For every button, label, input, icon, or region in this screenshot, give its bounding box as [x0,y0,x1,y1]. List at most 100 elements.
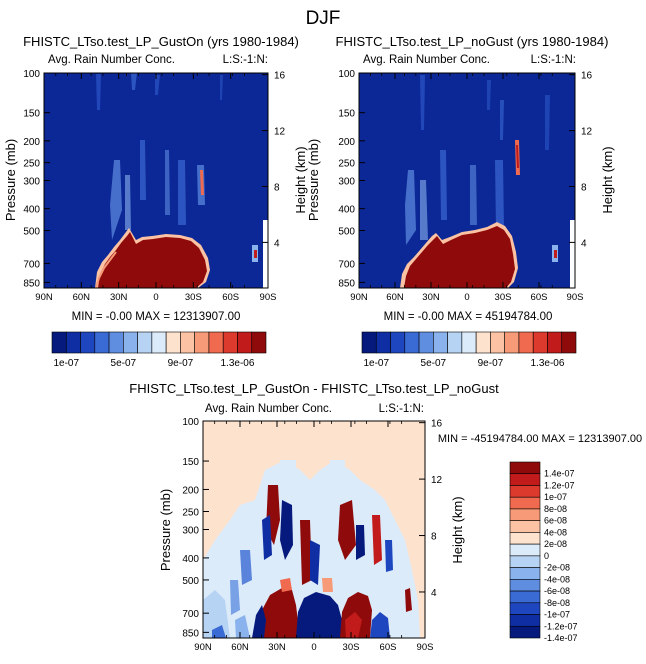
colorbar-box [94,331,110,354]
panel-right-label: L:S:-1:N: [531,54,576,66]
colorbar-label: 1.3e-06 [221,358,255,369]
colorbar-box [461,331,477,354]
colorbar-box [509,508,541,521]
colorbar-box [208,331,224,354]
y2-tick-label: 4 [431,588,437,599]
colorbar-label: 0 [544,551,549,561]
y-tick-label: 300 [23,177,40,188]
colorbar-label: -1.2e-07 [544,621,578,631]
colorbar-label: 1.3e-06 [531,358,565,369]
y-tick-label: 400 [23,205,40,216]
x-tick-label: 90S [567,292,584,303]
colorbar-box [361,331,377,354]
y-tick-label: 700 [23,259,40,270]
x-tick-label: 0 [464,292,469,303]
colorbar-box [165,331,181,354]
y-axis-label: Pressure (mb) [306,139,321,221]
colorbar-box [80,331,96,354]
colorbar-label: -2e-08 [544,563,570,573]
panel-left-label: Avg. Rain Number Conc. [48,54,175,66]
panel-left-label: Avg. Rain Number Conc. [363,54,490,66]
colorbar-box [418,331,434,354]
colorbar-box [504,331,520,354]
panel-difference: FHISTC_LTso.test_LP_GustOn - FHISTC_LTso… [129,381,642,653]
panel-title: FHISTC_LTso.test_LP_GustOn (yrs 1980-198… [23,34,299,49]
x-tick-label: 60N [231,642,249,653]
colorbar-box [509,532,541,545]
colorbar-label: -8e-08 [544,598,570,608]
colorbar-box [532,331,548,354]
y-tick-label: 250 [23,159,40,170]
stats-line: MIN = -0.00 MAX = 12313907.00 [72,311,241,323]
y-axis-label: Pressure (mb) [3,139,18,221]
y-tick-label: 850 [182,628,199,639]
colorbar-box [51,331,67,354]
y2-tick-label: 8 [274,182,280,193]
y2-tick-label: 16 [431,419,443,430]
y-tick-label: 400 [338,205,355,216]
colorbar-box [151,331,167,354]
panel-title: FHISTC_LTso.test_LP_noGust (yrs 1980-198… [336,34,609,49]
y-tick-label: 400 [182,554,199,565]
colorbar-box [509,461,541,475]
colorbar-label: 9e-07 [478,358,504,369]
x-axis: 90N 60N 30N 0 30S 60S 90S [35,73,276,303]
y-tick-label: 300 [182,526,199,537]
y2-axis-label: Height (km) [293,146,308,213]
colorbar-box [509,473,541,486]
x-tick-label: 30N [110,292,128,303]
colorbar-top-right: 1e-07 5e-07 9e-07 1.3e-06 [361,331,577,369]
y2-tick-label: 12 [581,127,593,138]
y2-tick-label: 8 [581,182,587,193]
colorbar-box [222,331,238,354]
y-tick-label: 700 [338,259,355,270]
y-tick-label: 100 [23,69,40,80]
colorbar-box [509,614,541,627]
y2-tick-label: 16 [581,71,593,82]
x-tick-label: 90N [194,642,212,653]
x-axis: 90N 60N 30N 0 30S 60S 90S [350,73,583,303]
x-tick-label: 30S [185,292,202,303]
figure-title: DJF [306,8,341,29]
y-tick-label: 150 [23,109,40,120]
y-tick-label: 150 [182,457,199,468]
panel-left-label: Avg. Rain Number Conc. [205,403,332,415]
colorbar-box [123,331,138,354]
colorbar-box [509,520,541,533]
panel-gust-on: FHISTC_LTso.test_LP_GustOn (yrs 1980-198… [3,34,308,369]
y-tick-label: 150 [338,109,355,120]
colorbar-box [137,331,153,354]
colorbar-box [509,625,541,639]
y-tick-label: 300 [338,177,355,188]
colorbar-box [251,331,267,354]
y-axis-label: Pressure (mb) [158,489,173,571]
colorbar-box [404,331,420,354]
colorbar-box [108,331,124,354]
colorbar-box [518,331,534,354]
colorbar-box [509,602,541,615]
y-axis-right: 16 12 8 4 [262,71,286,249]
x-tick-label: 60S [380,642,397,653]
y2-axis-label: Height (km) [600,146,615,213]
colorbar-label: 9e-07 [168,358,194,369]
y-axis-left: 100 150 200 250 300 400 500 700 850 [338,69,365,289]
y2-tick-label: 4 [581,238,587,249]
colorbar-box [180,331,195,354]
x-tick-label: 90S [417,642,434,653]
colorbar-box [509,567,541,580]
y2-tick-label: 4 [274,238,280,249]
panel-no-gust: FHISTC_LTso.test_LP_noGust (yrs 1980-198… [306,34,615,369]
y-tick-label: 850 [23,278,40,289]
y-tick-label: 700 [182,609,199,620]
x-tick-label: 30N [422,292,440,303]
y-tick-label: 500 [23,226,40,237]
colorbar-top-left: 1e-07 5e-07 9e-07 1.3e-06 [51,331,267,369]
colorbar-box [509,543,541,557]
colorbar-label: 1e-07 [53,358,79,369]
x-tick-label: 30S [343,642,360,653]
colorbar-label: 2e-08 [544,539,567,549]
x-tick-label: 90N [350,292,368,303]
colorbar-label: -6e-08 [544,586,570,596]
colorbar-box [509,579,541,592]
